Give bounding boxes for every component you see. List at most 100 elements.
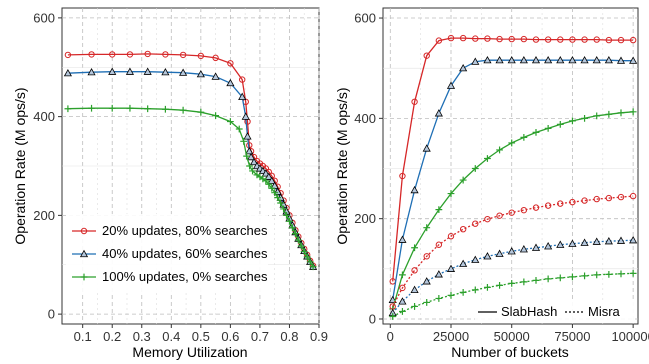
right-series-4-point [472,220,479,227]
left-x-tick-label: 0.5 [192,329,210,344]
right-series-2-point [580,55,589,64]
right-series-4-point [569,198,576,206]
left-series-2-point [125,67,135,75]
right-series-4-point [508,209,515,216]
legend-item-series-3: 100% updates, 0% searches [72,269,268,284]
left-series-3-point [179,106,187,114]
right-series-5-point [568,239,577,247]
left-series-3-point [262,177,270,185]
right-series-1-point [532,36,540,43]
left-series-3-point [274,194,282,201]
right-series-4-point [459,226,467,233]
right-series-2-point [459,63,468,72]
right-series-5-point [531,243,541,251]
left-series-3-point [212,112,220,120]
left-series-1-point [88,51,95,58]
right-series-5-point [459,259,468,267]
right-series-3-point [569,117,576,125]
right-series-5-point [410,285,419,294]
left-y-tick-label: 0 [48,307,55,322]
left-series-2-point [63,68,72,77]
right-series-4-point [544,202,552,209]
left-series-3-point [249,167,256,175]
right-series-3-point [459,176,467,184]
left-series-2-point [161,67,170,76]
left-x-tick-label: 0.1 [74,329,92,344]
right-series-6-point [447,292,455,299]
right-series-4-point [605,194,613,202]
right-series-3-point [629,108,637,116]
right-series-3-point [508,139,516,147]
legend-label-series-2: 40% updates, 60% searches [102,246,268,261]
right-series-1-line [392,37,634,282]
left-x-tick-label: 0.2 [103,329,121,344]
right-series-2-point [592,55,601,64]
left-y-tick-label: 400 [33,109,55,124]
right-series-6-point [411,303,418,310]
left-x-tick-label: 0.9 [310,329,328,344]
left-series-3-point [277,199,284,207]
right-series-3-point [544,124,552,132]
legend-marker-series-3 [80,273,88,281]
right-series-1-point [508,35,515,43]
right-series-4-point [532,204,540,211]
left-y-ticks: 0 200 400 600 [33,10,62,322]
left-series-3-point [235,125,243,133]
right-series-5-point [616,236,626,244]
right-series-5-point [398,297,407,305]
right-series-6-point [496,281,503,289]
right-series-2-point [507,55,516,64]
right-series-6-point [581,272,588,280]
right-series-5-point [580,238,589,246]
left-series-3-point [297,242,305,250]
right-series-5-point [495,249,504,257]
right-series-6-point [617,270,625,278]
left-x-tick-label: 0.4 [162,329,180,344]
left-series-3-point [268,184,276,192]
right-series-1-point [605,36,613,44]
left-series-3-point [226,118,234,125]
right-series-5-point [422,277,431,285]
right-series-1-point [581,36,588,43]
legend-marker-series-1 [80,227,88,235]
right-series-1-point [569,36,576,43]
right-series-2-point [556,55,565,64]
left-series-2-point [246,152,256,161]
left-x-tick-label: 0.7 [251,329,269,344]
right-series-3-point [556,120,564,128]
right-series-5-point [629,236,638,244]
right-series-4 [389,192,637,310]
left-series-1-point [197,52,205,60]
left-series-3-point [291,230,299,238]
left-series-3-point [240,137,248,145]
legend-item-slabhash: SlabHash [478,304,557,319]
legend-label-slabhash: SlabHash [501,304,557,319]
right-series-4-point [581,197,588,204]
right-series-5-point [544,242,553,250]
left-series-1-point [126,51,134,58]
right-series-3-point [581,114,588,122]
right-legend: SlabHash Misra [475,300,635,320]
right-series-group [388,34,638,320]
left-series-1-point [212,54,219,62]
left-legend: 20% updates, 80% searches 40% updates, 6… [66,214,268,292]
right-series-2-point [434,109,443,117]
left-series-2-point [196,69,205,78]
right-y-tick-label: 400 [354,111,376,126]
left-series-3-point [306,258,314,266]
right-x-tick-label: 0 [387,329,394,344]
right-series-4-point [484,215,491,223]
right-chart: 0 200 400 600 0 25000 50000 75000 100000 Number… [334,7,649,360]
right-series-5-point [434,270,443,278]
right-series-1-point [459,34,467,42]
left-series-1-point [227,60,234,67]
right-y-ticks: 0 200 400 600 [354,11,383,326]
left-series-2-point [245,146,254,155]
left-series-2-point [241,112,250,120]
left-y-tick-label: 200 [33,208,55,223]
right-series-2-point [398,235,407,243]
right-series-3-point [484,155,491,162]
left-series-3-point [289,224,296,232]
legend-marker-shape [80,227,88,235]
